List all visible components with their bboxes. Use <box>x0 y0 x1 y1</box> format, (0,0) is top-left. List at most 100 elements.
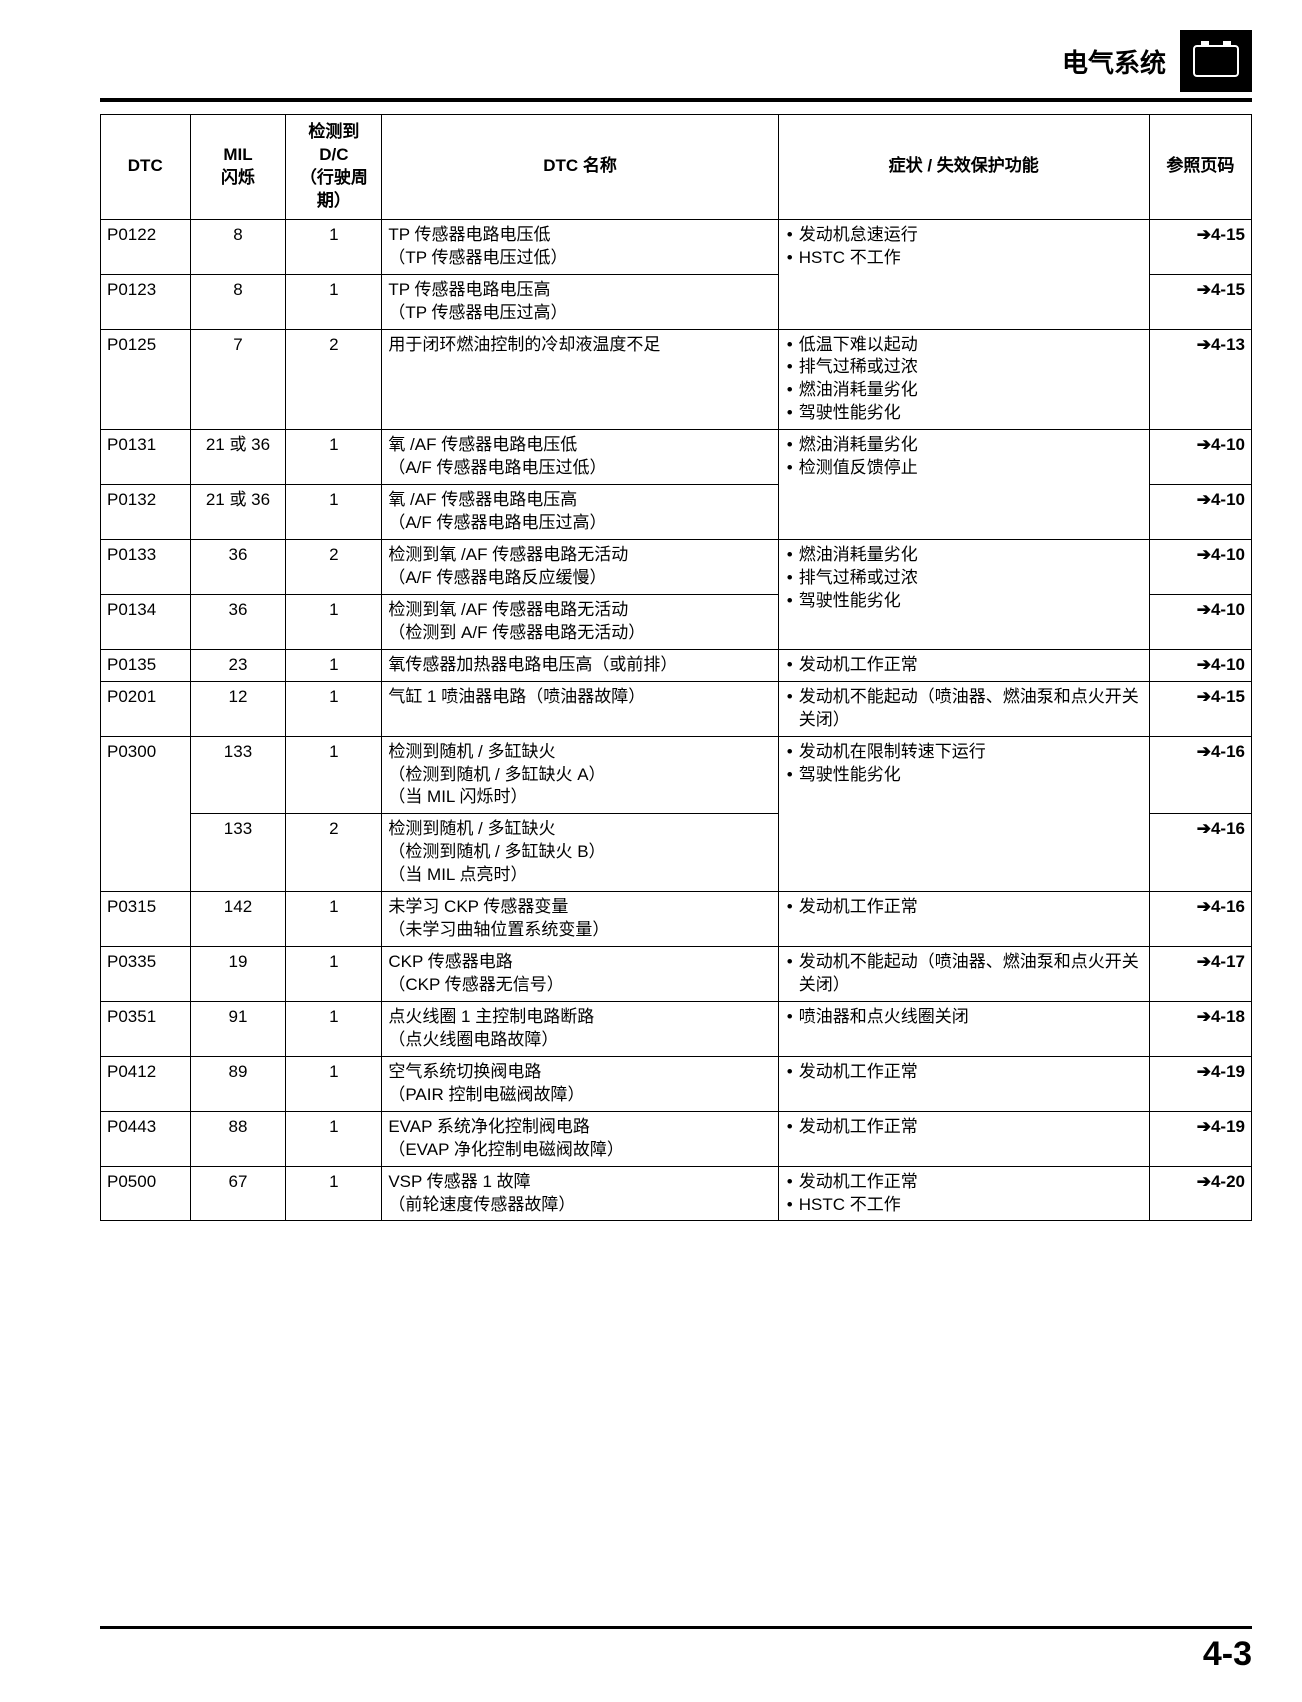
reference-page: ➔4-10 <box>1149 485 1251 540</box>
page-ref: 4-15 <box>1211 687 1245 706</box>
dtc-name: TP 传感器电路电压高（TP 传感器电压过高） <box>382 274 778 329</box>
page-ref: 4-15 <box>1211 225 1245 244</box>
page-ref: 4-17 <box>1211 952 1245 971</box>
dtc-name: VSP 传感器 1 故障（前轮速度传感器故障） <box>382 1166 778 1221</box>
dtc-name: 氧 /AF 传感器电路电压低（A/F 传感器电路电压过低） <box>382 430 778 485</box>
table-row: P0135231氧传感器加热器电路电压高（或前排）发动机工作正常➔4-10 <box>101 649 1252 681</box>
mil-blink: 19 <box>190 947 286 1002</box>
dtc-table: DTC MIL闪烁 检测到D/C（行驶周期） DTC 名称 症状 / 失效保护功… <box>100 114 1252 1221</box>
dc-cycles: 2 <box>286 814 382 892</box>
dc-cycles: 1 <box>286 594 382 649</box>
symptom-item: 排气过稀或过浓 <box>785 356 1143 379</box>
page-ref: 4-10 <box>1211 655 1245 674</box>
symptom: 发动机工作正常 <box>778 649 1149 681</box>
mil-blink: 21 或 36 <box>190 485 286 540</box>
mil-blink: 133 <box>190 736 286 814</box>
symptom: 发动机工作正常 <box>778 1111 1149 1166</box>
arrow-right-icon: ➔ <box>1197 600 1211 619</box>
mil-blink: 23 <box>190 649 286 681</box>
symptom-item: 燃油消耗量劣化 <box>785 544 1143 567</box>
page-ref: 4-10 <box>1211 435 1245 454</box>
symptom-item: 发动机工作正常 <box>785 896 1143 919</box>
dc-cycles: 1 <box>286 219 382 274</box>
table-row: P012281TP 传感器电路电压低（TP 传感器电压过低）发动机怠速运行HST… <box>101 219 1252 274</box>
page-ref: 4-18 <box>1211 1007 1245 1026</box>
dtc-code: P0351 <box>101 1001 191 1056</box>
battery-icon <box>1180 30 1252 92</box>
symptom-item: 检测值反馈停止 <box>785 457 1143 480</box>
dc-cycles: 1 <box>286 1056 382 1111</box>
reference-page: ➔4-15 <box>1149 219 1251 274</box>
symptom-item: 燃油消耗量劣化 <box>785 379 1143 402</box>
symptom-item: 驾驶性能劣化 <box>785 590 1143 613</box>
dc-cycles: 1 <box>286 1166 382 1221</box>
dc-cycles: 1 <box>286 274 382 329</box>
dtc-code: P0412 <box>101 1056 191 1111</box>
page-ref: 4-15 <box>1211 280 1245 299</box>
mil-blink: 12 <box>190 681 286 736</box>
mil-blink: 88 <box>190 1111 286 1166</box>
col-page: 参照页码 <box>1149 115 1251 220</box>
dc-cycles: 1 <box>286 485 382 540</box>
reference-page: ➔4-16 <box>1149 736 1251 814</box>
symptom-item: 发动机怠速运行 <box>785 224 1143 247</box>
page-ref: 4-10 <box>1211 600 1245 619</box>
dc-cycles: 1 <box>286 430 382 485</box>
table-row: P012572用于闭环燃油控制的冷却液温度不足低温下难以起动排气过稀或过浓燃油消… <box>101 329 1252 430</box>
reference-page: ➔4-19 <box>1149 1111 1251 1166</box>
page-ref: 4-16 <box>1211 897 1245 916</box>
page-ref: 4-10 <box>1211 545 1245 564</box>
dc-cycles: 1 <box>286 736 382 814</box>
page-ref: 4-19 <box>1211 1062 1245 1081</box>
dtc-name: 空气系统切换阀电路（PAIR 控制电磁阀故障） <box>382 1056 778 1111</box>
dtc-code: P0300 <box>101 736 191 892</box>
page-ref: 4-16 <box>1211 742 1245 761</box>
dtc-code: P0122 <box>101 219 191 274</box>
arrow-right-icon: ➔ <box>1197 819 1211 838</box>
arrow-right-icon: ➔ <box>1197 1117 1211 1136</box>
arrow-right-icon: ➔ <box>1197 435 1211 454</box>
dtc-name: 检测到氧 /AF 传感器电路无活动（A/F 传感器电路反应缓慢） <box>382 540 778 595</box>
dtc-code: P0133 <box>101 540 191 595</box>
arrow-right-icon: ➔ <box>1197 742 1211 761</box>
table-row: P0201121气缸 1 喷油器电路（喷油器故障）发动机不能起动（喷油器、燃油泵… <box>101 681 1252 736</box>
symptom: 发动机工作正常 <box>778 1056 1149 1111</box>
arrow-right-icon: ➔ <box>1197 897 1211 916</box>
dtc-name: 用于闭环燃油控制的冷却液温度不足 <box>382 329 778 430</box>
dc-cycles: 1 <box>286 1001 382 1056</box>
table-row: P0133362检测到氧 /AF 传感器电路无活动（A/F 传感器电路反应缓慢）… <box>101 540 1252 595</box>
col-name: DTC 名称 <box>382 115 778 220</box>
mil-blink: 8 <box>190 219 286 274</box>
dtc-code: P0135 <box>101 649 191 681</box>
dtc-name: TP 传感器电路电压低（TP 传感器电压过低） <box>382 219 778 274</box>
symptom-item: 发动机不能起动（喷油器、燃油泵和点火开关关闭） <box>785 951 1143 997</box>
reference-page: ➔4-10 <box>1149 540 1251 595</box>
dtc-name: 检测到随机 / 多缸缺火（检测到随机 / 多缸缺火 B）（当 MIL 点亮时） <box>382 814 778 892</box>
dc-cycles: 2 <box>286 540 382 595</box>
table-row: P03001331检测到随机 / 多缸缺火（检测到随机 / 多缸缺火 A）（当 … <box>101 736 1252 814</box>
symptom: 燃油消耗量劣化排气过稀或过浓驾驶性能劣化 <box>778 540 1149 650</box>
reference-page: ➔4-20 <box>1149 1166 1251 1221</box>
dtc-code: P0131 <box>101 430 191 485</box>
arrow-right-icon: ➔ <box>1197 335 1211 354</box>
symptom-item: 发动机工作正常 <box>785 1061 1143 1084</box>
symptom: 发动机工作正常HSTC 不工作 <box>778 1166 1149 1221</box>
dtc-code: P0315 <box>101 892 191 947</box>
arrow-right-icon: ➔ <box>1197 687 1211 706</box>
mil-blink: 89 <box>190 1056 286 1111</box>
table-row: P0351911点火线圈 1 主控制电路断路（点火线圈电路故障）喷油器和点火线圈… <box>101 1001 1252 1056</box>
arrow-right-icon: ➔ <box>1197 1007 1211 1026</box>
table-row: P0443881EVAP 系统净化控制阀电路（EVAP 净化控制电磁阀故障）发动… <box>101 1111 1252 1166</box>
table-body: P012281TP 传感器电路电压低（TP 传感器电压过低）发动机怠速运行HST… <box>101 219 1252 1221</box>
dtc-name: EVAP 系统净化控制阀电路（EVAP 净化控制电磁阀故障） <box>382 1111 778 1166</box>
symptom: 低温下难以起动排气过稀或过浓燃油消耗量劣化驾驶性能劣化 <box>778 329 1149 430</box>
col-mil: MIL闪烁 <box>190 115 286 220</box>
symptom-item: 排气过稀或过浓 <box>785 567 1143 590</box>
symptom-item: 低温下难以起动 <box>785 334 1143 357</box>
symptom-item: 燃油消耗量劣化 <box>785 434 1143 457</box>
page-header: 电气系统 <box>100 30 1252 92</box>
mil-blink: 142 <box>190 892 286 947</box>
dc-cycles: 1 <box>286 1111 382 1166</box>
mil-blink: 7 <box>190 329 286 430</box>
reference-page: ➔4-15 <box>1149 681 1251 736</box>
